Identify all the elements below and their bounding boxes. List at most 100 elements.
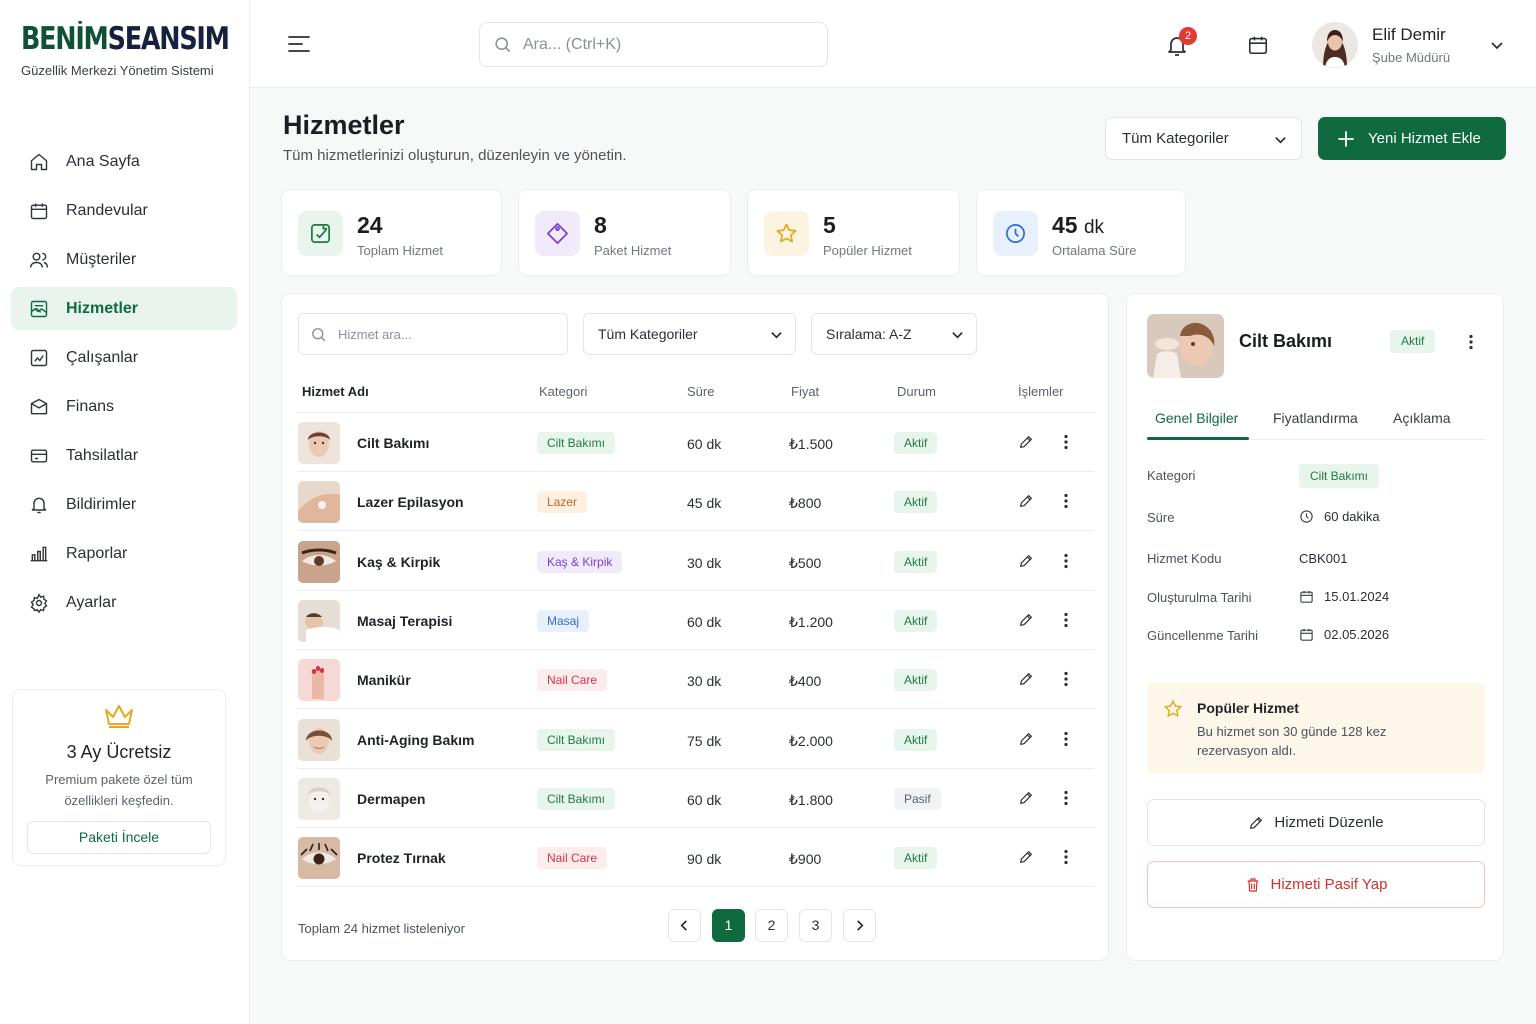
search-icon (310, 326, 327, 343)
add-service-button[interactable]: Yeni Hizmet Ekle (1318, 117, 1506, 160)
page-subtitle: Tüm hizmetlerinizi oluşturun, düzenleyin… (283, 147, 627, 164)
table-row[interactable]: Masaj Terapisi Masaj 60 dk ₺1.200 Aktif (298, 591, 1094, 650)
sidebar-item-tahsilatlar[interactable]: Tahsilatlar (11, 434, 237, 477)
column-header-duration[interactable]: Süre (687, 384, 715, 399)
pencil-icon[interactable] (1018, 612, 1034, 628)
view-package-button[interactable]: Paketi İncele (27, 821, 211, 854)
star-icon (1163, 699, 1183, 719)
pencil-icon[interactable] (1018, 493, 1034, 509)
sidebar-item-ayarlar[interactable]: Ayarlar (11, 581, 237, 624)
pencil-icon[interactable] (1018, 434, 1034, 450)
edit-service-button[interactable]: Hizmeti Düzenle (1147, 799, 1485, 846)
stat-label: Popüler Hizmet (823, 243, 912, 258)
promo-text: Premium pakete özel tüm özellikleri keşf… (45, 772, 193, 808)
pagination-next-button[interactable] (843, 909, 876, 942)
global-search-input[interactable] (523, 35, 813, 54)
stat-icon-box (298, 211, 343, 256)
service-duration: 90 dk (687, 851, 722, 868)
more-vertical-icon[interactable] (1058, 671, 1074, 687)
stat-value: 5 (823, 212, 836, 238)
sidebar-item-label: Hizmetler (66, 299, 139, 317)
service-name: Dermapen (357, 790, 426, 807)
calendar-icon[interactable] (1247, 34, 1269, 56)
sidebar-item-raporlar[interactable]: Raporlar (11, 532, 237, 575)
popular-service-notice: Popüler Hizmet Bu hizmet son 30 günde 12… (1147, 682, 1485, 774)
sort-select[interactable]: Sıralama: A-Z (811, 313, 977, 355)
stat-value: 24 (357, 212, 383, 238)
sidebar-item-calisanlar[interactable]: Çalışanlar (11, 336, 237, 379)
brand-subtitle: Güzellik Merkezi Yönetim Sistemi (21, 63, 214, 78)
more-vertical-icon[interactable] (1058, 493, 1074, 509)
more-vertical-icon[interactable] (1058, 790, 1074, 806)
column-header-status[interactable]: Durum (897, 384, 937, 399)
service-thumbnail (298, 422, 340, 464)
sidebar-item-ana-sayfa[interactable]: Ana Sayfa (11, 140, 237, 183)
column-header-name[interactable]: Hizmet Adı (302, 384, 369, 399)
service-thumbnail (298, 540, 340, 583)
pencil-icon[interactable] (1018, 671, 1034, 687)
table-row[interactable]: Kaş & Kirpik Kaş & Kirpik 30 dk ₺500 Aktif (298, 532, 1094, 591)
pencil-icon[interactable] (1018, 553, 1034, 569)
more-vertical-icon[interactable] (1463, 334, 1479, 350)
global-search[interactable] (479, 22, 828, 67)
pagination-page-3[interactable]: 3 (799, 909, 832, 942)
detail-code-label: Hizmet Kodu (1147, 551, 1222, 566)
sidebar-item-finans[interactable]: Finans (11, 385, 237, 428)
more-vertical-icon[interactable] (1058, 849, 1074, 865)
pagination-prev-button[interactable] (668, 909, 701, 942)
table-row[interactable]: Protez Tırnak Nail Care 90 dk ₺900 Aktif (298, 828, 1094, 888)
category-badge: Lazer (537, 491, 588, 514)
status-badge: Aktif (894, 669, 938, 692)
sidebar-item-bildirimler[interactable]: Bildirimler (11, 483, 237, 526)
chevron-down-icon[interactable] (1490, 38, 1504, 52)
pagination-page-2[interactable]: 2 (755, 909, 788, 942)
more-vertical-icon[interactable] (1058, 434, 1074, 450)
tab-pricing[interactable]: Fiyatlandırma (1273, 410, 1358, 426)
tab-general-info[interactable]: Genel Bilgiler (1155, 410, 1239, 426)
more-vertical-icon[interactable] (1058, 553, 1074, 569)
sidebar-item-hizmetler[interactable]: Hizmetler (11, 287, 237, 330)
brand-logo[interactable]: BENİMSEANSIM Güzellik Merkezi Yönetim Si… (21, 20, 271, 78)
sidebar-item-label: Randevular (66, 201, 148, 219)
menu-toggle-icon[interactable] (288, 35, 310, 53)
table-row[interactable]: Manikür Nail Care 30 dk ₺400 Aktif (298, 650, 1094, 710)
service-name: Cilt Bakımı (357, 435, 430, 451)
category-filter-select[interactable]: Tüm Kategoriler (1105, 117, 1302, 160)
gear-icon (29, 592, 49, 613)
column-header-category[interactable]: Kategori (539, 384, 588, 399)
sidebar-item-musteriler[interactable]: Müşteriler (11, 238, 237, 281)
pencil-icon[interactable] (1018, 790, 1034, 806)
user-avatar[interactable] (1312, 22, 1358, 68)
tab-description[interactable]: Açıklama (1393, 410, 1451, 426)
promo-title: 3 Ay Ücretsiz (66, 742, 172, 762)
service-search-input[interactable] (338, 326, 558, 342)
tabs-divider (1147, 439, 1485, 440)
chevron-down-icon (1274, 133, 1287, 146)
top-bar: 2 Elif Demir Şube Müdürü (250, 0, 1536, 88)
service-search[interactable] (298, 313, 568, 355)
detail-updated-value: 02.05.2026 (1299, 627, 1389, 642)
service-name: Manikür (357, 672, 411, 689)
sidebar-item-label: Çalışanlar (66, 348, 139, 366)
sort-value: Sıralama: A-Z (826, 326, 912, 342)
service-thumbnail (298, 718, 340, 761)
table-row[interactable]: Cilt Bakımı Cilt Bakımı 60 dk ₺1.500 Aktif (298, 413, 1094, 472)
column-header-price[interactable]: Fiyat (791, 384, 820, 399)
more-vertical-icon[interactable] (1058, 731, 1074, 747)
service-price: ₺800 (789, 495, 822, 512)
more-vertical-icon[interactable] (1058, 612, 1074, 628)
category-badge: Cilt Bakımı (537, 787, 616, 810)
table-row[interactable]: Dermapen Cilt Bakımı 60 dk ₺1.800 Pasif (298, 769, 1094, 828)
sidebar-item-randevular[interactable]: Randevular (11, 189, 237, 232)
pencil-icon[interactable] (1018, 849, 1034, 865)
deactivate-service-button[interactable]: Hizmeti Pasif Yap (1147, 861, 1485, 908)
service-name: Masaj Terapisi (357, 612, 453, 629)
popular-title: Popüler Hizmet (1197, 700, 1299, 716)
pagination-page-1[interactable]: 1 (712, 909, 745, 942)
table-row[interactable]: Anti-Aging Bakım Cilt Bakımı 75 dk ₺2.000 Ak… (298, 710, 1094, 769)
bell-icon (29, 495, 49, 515)
table-row[interactable]: Lazer Epilasyon Lazer 45 dk ₺800 Aktif (298, 472, 1094, 532)
stat-icon-box (535, 211, 580, 256)
table-category-select[interactable]: Tüm Kategoriler (583, 313, 796, 355)
pencil-icon[interactable] (1018, 731, 1034, 747)
